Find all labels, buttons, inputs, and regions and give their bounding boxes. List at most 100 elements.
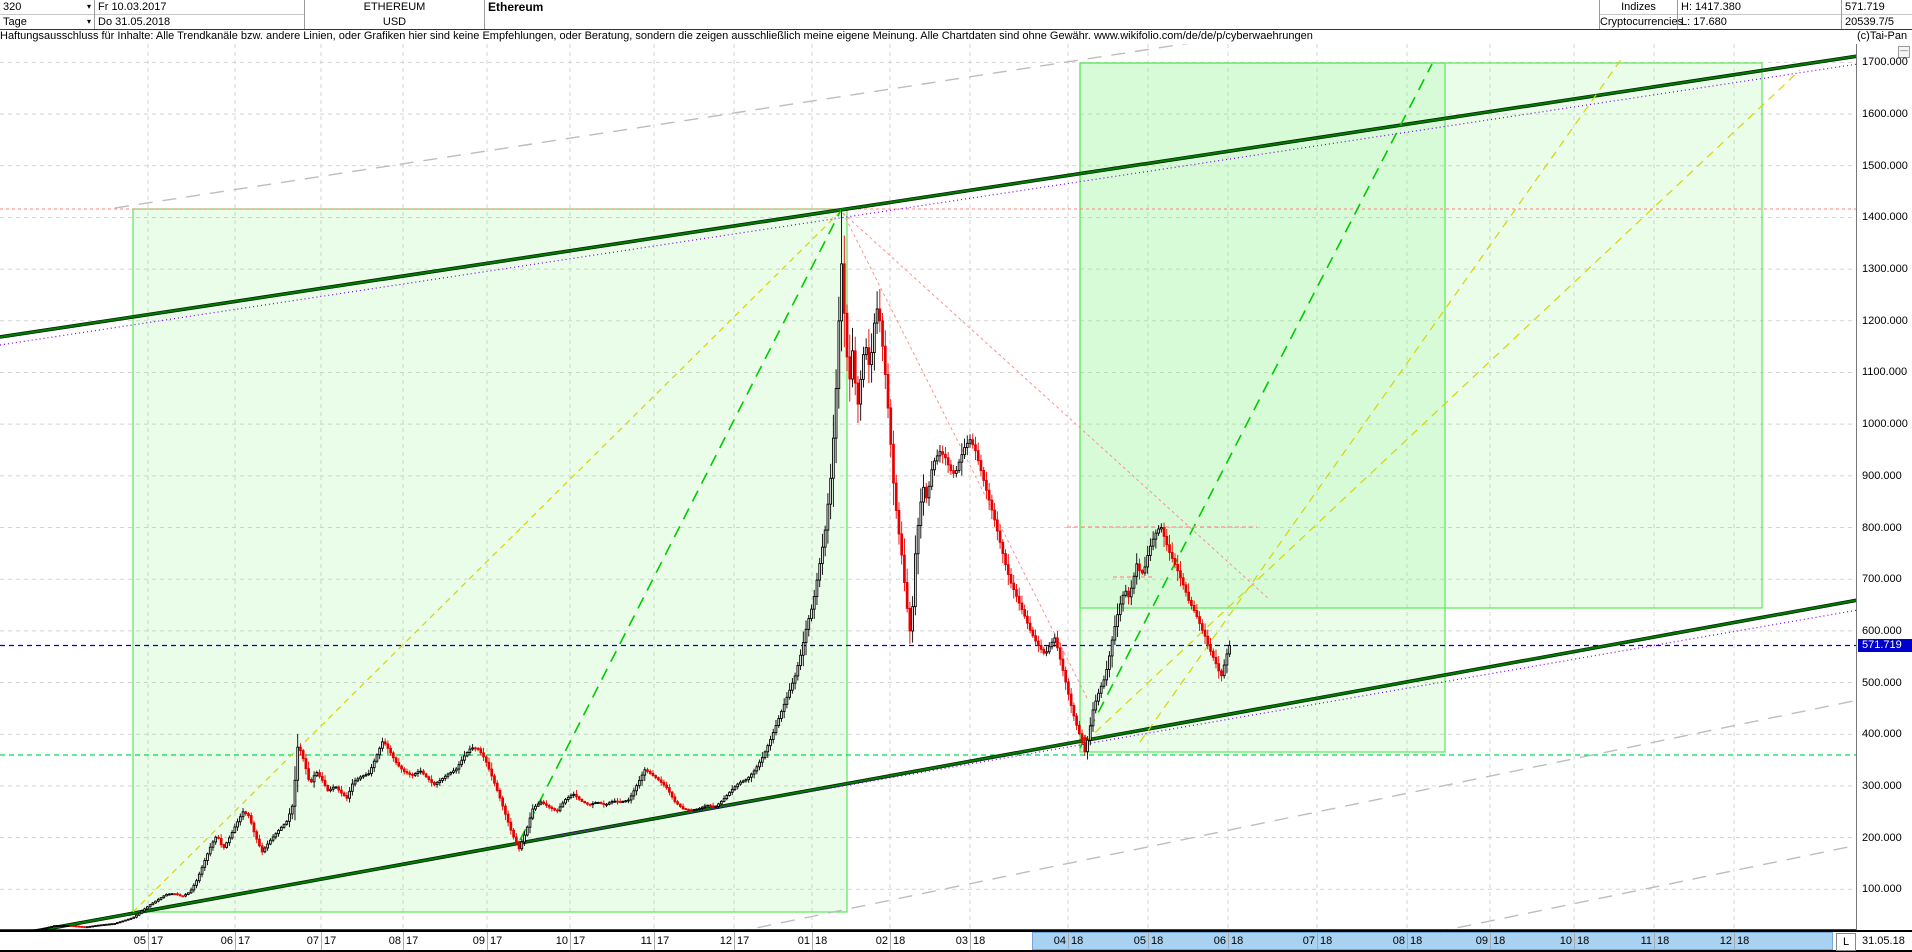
candle-body	[247, 813, 250, 817]
candle-body	[260, 845, 264, 853]
candle-body	[517, 842, 521, 850]
candle-body	[282, 823, 286, 828]
candle-body	[883, 345, 887, 375]
candle-body	[1118, 603, 1122, 616]
candle-body	[58, 925, 62, 927]
candle-body	[646, 769, 649, 772]
candle-body	[293, 779, 297, 807]
month-tick	[570, 932, 571, 950]
candle-body	[752, 770, 756, 775]
year-label: 18	[1410, 935, 1423, 947]
candle-body	[493, 775, 496, 784]
candle-body	[337, 786, 341, 791]
candle-body	[146, 906, 149, 910]
gridlines	[0, 44, 1857, 930]
time-selection-band[interactable]	[1032, 932, 1833, 950]
candle-body	[826, 503, 830, 531]
candle-body	[389, 747, 392, 754]
candle-body	[730, 788, 734, 793]
candle-body	[536, 803, 540, 807]
time-axis[interactable]: 05 17 06 17 07 17 08 17 09 17 10 17 11 17 12 17 01 18 02 18…	[0, 930, 1912, 952]
candle-body	[320, 775, 324, 781]
candle-body	[782, 703, 786, 712]
price-tick-label: 1700.000	[1862, 56, 1908, 69]
collapse-axis-icon[interactable]: —	[1898, 46, 1910, 58]
candle-body	[894, 482, 898, 511]
yellow-fan-right-1	[1084, 69, 1801, 743]
candle-body	[1077, 724, 1081, 735]
candle-body	[1006, 564, 1010, 575]
candle-body	[547, 804, 551, 808]
candle-body	[739, 781, 742, 785]
month-label: 12	[719, 935, 732, 947]
trend-box-2a	[1079, 62, 1763, 609]
candle-body	[1140, 570, 1144, 574]
candle-body	[706, 804, 709, 807]
quote-line1: 571.719	[1845, 1, 1885, 13]
candle-body	[351, 783, 354, 792]
candle-body	[55, 925, 59, 927]
year-label: 17	[238, 935, 251, 947]
candle-body	[255, 831, 259, 840]
candle-body	[695, 808, 699, 811]
bars-count-dropdown[interactable]: 320 ▾	[0, 1, 94, 13]
candle-body	[504, 805, 507, 815]
date-to[interactable]: Do 31.05.2018	[98, 16, 171, 28]
candle-body	[848, 356, 852, 380]
candle-body	[873, 322, 876, 353]
candle-body	[668, 787, 671, 793]
candle-body	[140, 910, 144, 914]
candle-body	[44, 927, 48, 930]
candle-body	[687, 808, 690, 811]
candle-body	[312, 775, 316, 783]
year-label: 17	[406, 935, 419, 947]
candle-body	[162, 895, 166, 899]
candle-body	[703, 805, 707, 808]
candle-body	[520, 841, 524, 850]
candle-body	[605, 803, 608, 806]
candle-body	[304, 758, 308, 770]
price-axis[interactable]: — 1700.000 1600.000 1500.000 1400.000 1300.0…	[1856, 44, 1912, 930]
candle-body	[867, 347, 871, 366]
candle-body	[689, 809, 693, 812]
candle-body	[741, 780, 745, 783]
candle-body	[266, 843, 269, 849]
price-tick-label: 1500.000	[1862, 159, 1908, 172]
candle-body	[545, 803, 548, 806]
period-dropdown[interactable]: Tage ▾	[0, 16, 94, 28]
candle-body	[203, 860, 207, 868]
candle-body	[821, 546, 824, 565]
month-tick	[148, 932, 149, 950]
candle-body	[1086, 739, 1089, 753]
candle-body	[167, 893, 171, 896]
candle-body	[837, 320, 841, 390]
candle-body	[342, 792, 346, 797]
candle-body	[323, 779, 327, 786]
candle-body	[364, 774, 368, 777]
month-tick	[1574, 932, 1575, 950]
candle-body	[1067, 681, 1070, 695]
candle-body	[681, 805, 685, 810]
candle-body	[766, 745, 770, 753]
candle-body	[422, 770, 425, 775]
high-value: H: 1417.380	[1681, 1, 1741, 13]
candle-body	[676, 801, 679, 805]
date-from[interactable]: Fr 10.03.2017	[98, 1, 167, 13]
candle-body	[523, 834, 526, 843]
month-tick	[403, 932, 404, 950]
candle-body	[1170, 551, 1174, 559]
candle-body	[514, 836, 518, 844]
year-label: 17	[573, 935, 586, 947]
candle-body	[892, 443, 895, 484]
candle-body	[1220, 670, 1223, 677]
candle-body	[1149, 545, 1152, 556]
candle-body	[176, 893, 179, 896]
candle-body	[77, 925, 81, 928]
candle-body	[566, 796, 570, 800]
candle-body	[178, 894, 182, 897]
candle-body	[791, 682, 794, 691]
year-label: 18	[893, 935, 906, 947]
candle-body	[881, 320, 884, 347]
month-label: 07	[306, 935, 319, 947]
